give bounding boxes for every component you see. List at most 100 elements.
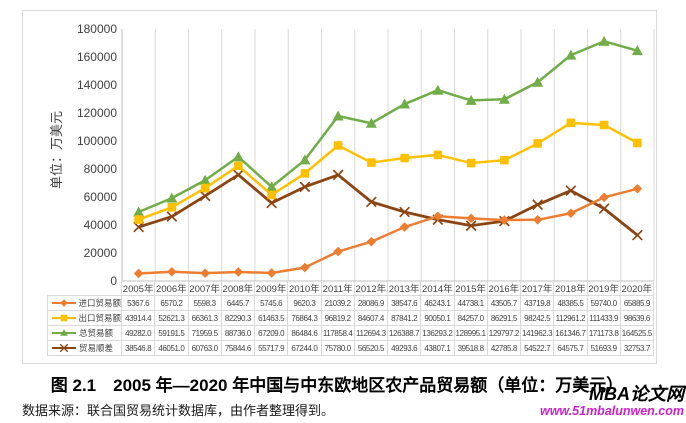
triangle-marker-icon xyxy=(232,151,244,162)
value-cell: 38547.6 xyxy=(388,296,422,311)
value-cell: 39518.8 xyxy=(454,341,488,356)
diamond-marker-icon xyxy=(133,268,144,279)
value-cell: 52621.3 xyxy=(155,311,189,326)
year-header-cell: 2019年 xyxy=(587,281,621,296)
x-marker-icon xyxy=(266,197,278,209)
triangle-marker-icon xyxy=(432,84,444,95)
value-cell: 82290.3 xyxy=(221,311,255,326)
year-header-cell: 2006年 xyxy=(155,281,189,296)
source-note: 数据来源：联合国贸易统计数据库，由作者整理得到。 xyxy=(22,403,335,418)
triangle-marker-icon xyxy=(60,329,68,336)
value-cell: 38546.8 xyxy=(122,341,156,356)
diamond-marker-icon xyxy=(499,215,510,225)
square-marker-icon xyxy=(300,169,310,178)
value-cell: 51693.9 xyxy=(587,341,621,356)
value-cell: 136293.2 xyxy=(421,326,455,341)
triangle-marker-icon xyxy=(631,45,643,56)
triangle-marker-icon xyxy=(365,117,377,128)
chart-data-table: 2005年 2006年 2007年 2008年 2009年 2010年 2011年 2012年… xyxy=(47,281,654,356)
square-marker-icon xyxy=(267,190,276,200)
y-axis-tick-label: 160000 xyxy=(76,50,117,64)
value-cell: 75780.0 xyxy=(321,341,355,356)
value-cell: 90050.1 xyxy=(421,311,455,326)
value-cell: 55717.9 xyxy=(255,341,289,356)
y-axis-tick-label: 100000 xyxy=(76,134,117,148)
legend-marker-icon xyxy=(52,329,76,336)
square-marker-icon xyxy=(60,314,68,322)
y-axis-tick-label: 60000 xyxy=(83,190,117,204)
year-header-cell: 2020年 xyxy=(620,281,654,296)
value-cell: 49293.6 xyxy=(388,341,422,356)
value-cell: 129797.2 xyxy=(487,326,521,341)
value-cell: 44738.1 xyxy=(454,296,488,311)
value-cell: 21039.2 xyxy=(321,296,355,311)
watermark-site-url: www.51mbalunwen.com xyxy=(539,403,684,418)
value-cell: 112961.2 xyxy=(554,311,588,326)
value-cell: 98639.6 xyxy=(620,311,654,326)
series-legend-cell: 贸易顺差 xyxy=(47,341,122,356)
y-axis-tick-label: 0 xyxy=(110,274,117,288)
triangle-marker-icon xyxy=(532,76,544,87)
y-axis-tick-label: 80000 xyxy=(83,162,117,176)
value-cell: 141962.3 xyxy=(521,326,555,341)
value-cell: 126388.7 xyxy=(388,326,422,341)
value-cell: 87841.2 xyxy=(388,311,422,326)
value-cell: 46243.1 xyxy=(421,296,455,311)
triangle-marker-icon xyxy=(565,49,577,60)
diamond-marker-icon xyxy=(233,267,244,277)
y-axis-tick-label: 40000 xyxy=(83,218,117,232)
diamond-marker-icon xyxy=(599,192,609,203)
x-marker-icon xyxy=(598,203,610,215)
x-marker-icon xyxy=(59,343,69,353)
value-cell: 66361.3 xyxy=(188,311,222,326)
series-进口贸易额 xyxy=(133,183,643,279)
watermark: MBA论文网 www.51mbalunwen.com xyxy=(539,384,684,419)
series-出口贸易额 xyxy=(134,118,642,224)
value-cell: 5367.6 xyxy=(122,296,156,311)
series-legend-label: 总贸易额 xyxy=(79,328,114,338)
watermark-site-name: MBA论文网 xyxy=(589,384,684,404)
square-marker-icon xyxy=(466,158,476,168)
triangle-marker-icon xyxy=(199,174,211,185)
year-header-cell: 2018年 xyxy=(554,281,588,296)
square-marker-icon xyxy=(633,138,642,148)
triangle-marker-icon xyxy=(465,94,477,105)
year-header-cell: 2010年 xyxy=(288,281,322,296)
value-cell: 71959.5 xyxy=(188,326,222,341)
value-cell: 59740.0 xyxy=(587,296,621,311)
year-header-cell: 2011年 xyxy=(321,281,355,296)
series-line xyxy=(138,40,638,214)
value-cell: 6570.2 xyxy=(155,296,189,311)
value-cell: 9620.3 xyxy=(288,296,322,311)
series-line xyxy=(138,173,639,237)
diamond-marker-icon xyxy=(466,213,476,224)
value-cell: 56520.5 xyxy=(354,341,388,356)
y-axis-tick-label: 120000 xyxy=(76,106,117,120)
figure-caption: 图 2.1 2005 年—2020 年中国与中东欧地区农产品贸易额（单位：万美元… xyxy=(50,376,624,395)
value-cell: 42785.8 xyxy=(487,341,521,356)
value-cell: 112694.3 xyxy=(354,326,388,341)
value-cell: 61463.5 xyxy=(255,311,289,326)
square-marker-icon xyxy=(200,183,210,193)
series-legend-label: 出口贸易额 xyxy=(78,313,121,323)
year-header-cell: 2013年 xyxy=(388,281,422,296)
series-line xyxy=(138,187,638,275)
series-legend-label: 进口贸易额 xyxy=(78,298,121,308)
year-header-cell: 2014年 xyxy=(421,281,455,296)
value-cell: 54522.7 xyxy=(521,341,555,356)
diamond-marker-icon xyxy=(366,236,377,247)
square-marker-icon xyxy=(599,120,609,130)
value-cell: 86484.6 xyxy=(288,326,322,341)
triangle-marker-icon xyxy=(498,93,510,104)
series-legend-cell: 进口贸易额 xyxy=(47,296,122,311)
year-header-cell: 2009年 xyxy=(255,281,289,296)
year-header-cell: 2016年 xyxy=(487,281,521,296)
value-cell: 98242.5 xyxy=(521,311,555,326)
diamond-marker-icon xyxy=(300,262,310,273)
value-cell: 171173.8 xyxy=(587,326,621,341)
diamond-marker-icon xyxy=(266,268,277,278)
diamond-marker-icon xyxy=(200,268,210,278)
table-corner-cell xyxy=(47,281,122,296)
value-cell: 59191.5 xyxy=(155,326,189,341)
value-cell: 60763.0 xyxy=(188,341,222,356)
